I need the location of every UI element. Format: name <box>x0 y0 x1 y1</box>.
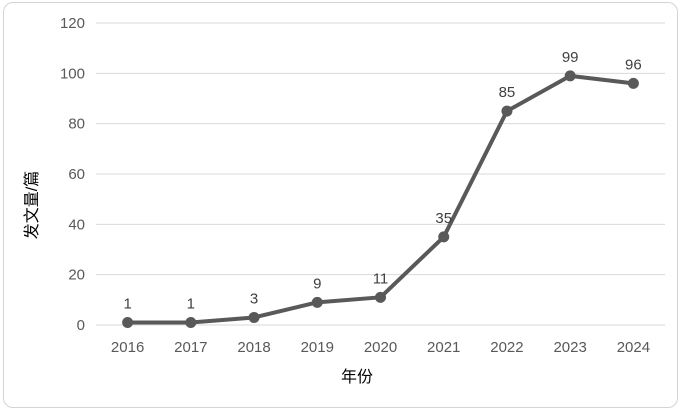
x-axis-tick-label: 2016 <box>111 339 144 356</box>
data-point-marker <box>122 316 134 328</box>
y-axis-tick-label: 60 <box>68 166 85 183</box>
data-point-label: 9 <box>313 275 321 292</box>
x-axis-tick-label: 2019 <box>301 339 334 356</box>
x-axis-tick-label: 2017 <box>174 339 207 356</box>
x-axis-tick-label: 2021 <box>427 339 460 356</box>
y-axis-tick-labels: 0 20 40 60 80 100 120 <box>60 15 85 334</box>
x-axis-tick-label: 2020 <box>364 339 397 356</box>
data-point-label: 3 <box>250 290 258 307</box>
data-point-label: 96 <box>625 56 642 73</box>
data-point-marker <box>248 311 260 323</box>
y-axis-title: 发文量/篇 <box>23 171 41 239</box>
data-point-label: 99 <box>562 49 579 66</box>
data-point-marker <box>564 70 576 82</box>
chart-frame <box>3 2 678 408</box>
x-axis-tick-label: 2022 <box>490 339 523 356</box>
y-axis-tick-label: 20 <box>68 267 85 284</box>
data-point-marker <box>438 231 450 243</box>
y-axis-tick-label: 100 <box>60 65 85 82</box>
data-point-label: 35 <box>435 210 452 227</box>
y-axis-tick-label: 0 <box>77 317 85 334</box>
data-series <box>122 70 639 328</box>
data-point-marker <box>311 296 323 308</box>
y-axis-tick-label: 120 <box>60 15 85 32</box>
x-axis-tick-label: 2023 <box>553 339 586 356</box>
x-axis-tick-label: 2018 <box>237 339 270 356</box>
data-point-marker <box>185 316 197 328</box>
x-axis-tick-labels: 2016 2017 2018 2019 2020 2021 2022 2023 2024 <box>111 339 650 356</box>
y-axis-tick-label: 80 <box>68 116 85 133</box>
data-point-marker <box>627 77 639 89</box>
x-axis-tick-label: 2024 <box>617 339 650 356</box>
data-point-marker <box>375 291 386 303</box>
data-point-marker <box>501 105 513 117</box>
data-point-label: 85 <box>499 84 516 101</box>
y-axis-tick-label: 40 <box>68 216 85 233</box>
data-point-label: 1 <box>187 295 195 312</box>
x-axis-title: 年份 <box>341 368 373 386</box>
data-point-label: 1 <box>123 295 131 312</box>
data-point-label: 11 <box>373 270 389 287</box>
